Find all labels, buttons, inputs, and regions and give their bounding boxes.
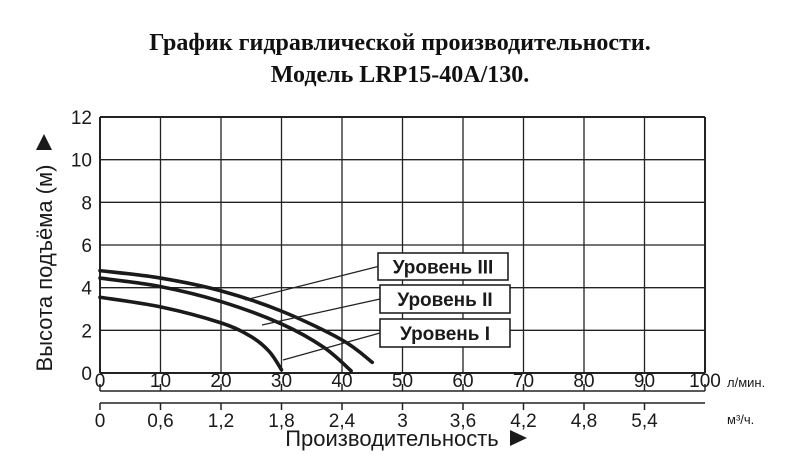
x2-tick-label: 3 xyxy=(397,411,408,432)
y-tick-label: 4 xyxy=(81,279,92,300)
x-tick-label: 80 xyxy=(573,371,594,392)
legend-label: Уровень I xyxy=(400,324,490,345)
x2-tick-label: 4,2 xyxy=(510,411,536,432)
x-unit-primary: л/мин. xyxy=(727,375,765,390)
series-curve-1 xyxy=(98,295,284,372)
y-tick-label: 10 xyxy=(71,151,92,172)
x2-tick-label: 5,4 xyxy=(631,411,658,432)
x-unit-secondary: м³/ч. xyxy=(727,412,754,427)
x2-tick-label: 1,2 xyxy=(208,411,234,432)
x2-tick-label: 2,4 xyxy=(329,411,356,432)
x-tick-label: 40 xyxy=(331,371,352,392)
x2-tick-label: 1,8 xyxy=(268,411,294,432)
y-tick-label: 8 xyxy=(81,193,92,214)
y-tick-label: 2 xyxy=(81,321,92,342)
x-axis-arrow-icon xyxy=(510,430,527,446)
x2-tick-label: 0 xyxy=(95,411,106,432)
y-tick-label: 0 xyxy=(81,364,92,385)
chart-title-line2: Модель LRP15-40A/130. xyxy=(270,62,530,88)
x-tick-label: 30 xyxy=(271,371,292,392)
x-tick-label: 90 xyxy=(634,371,655,392)
legend-leader-line xyxy=(282,332,381,361)
y-tick-label: 12 xyxy=(71,108,92,129)
x-tick-label: 10 xyxy=(150,371,171,392)
chart-title-line1: График гидравлической производительности… xyxy=(149,30,651,56)
x-tick-label: 70 xyxy=(513,371,534,392)
x-tick-label: 0 xyxy=(95,371,106,392)
legend-leader-line xyxy=(261,298,381,326)
y-tick-label: 6 xyxy=(81,236,92,257)
legend-box xyxy=(377,252,509,281)
x-axis-label: Производительность xyxy=(285,426,499,451)
legend-box xyxy=(379,284,511,314)
series-curve-3 xyxy=(98,268,375,365)
x2-tick-label: 4,8 xyxy=(571,411,597,432)
x2-tick-label: 0,6 xyxy=(147,411,173,432)
legend-label: Уровень III xyxy=(393,258,494,279)
series-curve-2 xyxy=(98,276,353,373)
x-tick-label: 20 xyxy=(210,371,231,392)
y-axis-label: Высота подъёма (м) xyxy=(32,165,57,372)
x-tick-label: 50 xyxy=(392,371,413,392)
legend-box xyxy=(379,318,511,348)
y-axis-arrow-icon xyxy=(36,134,52,150)
x2-tick-label: 3,6 xyxy=(450,411,476,432)
x-tick-label: 60 xyxy=(452,371,473,392)
legend-label: Уровень II xyxy=(397,290,492,311)
x-tick-label: 100 xyxy=(689,371,721,392)
legend-leader-line xyxy=(244,265,379,301)
